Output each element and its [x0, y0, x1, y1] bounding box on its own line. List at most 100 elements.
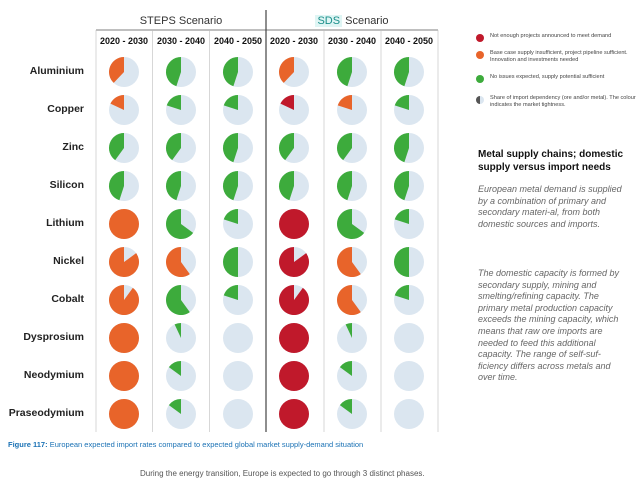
pie-slice: [279, 323, 309, 353]
pie-slice: [109, 361, 139, 391]
sidebar-title: Metal supply chains; domestic supply ver…: [478, 149, 624, 173]
legend-red-swatch: [476, 34, 484, 42]
sds-scenario-title: SDS Scenario: [315, 15, 389, 27]
pie-slice: [223, 209, 238, 224]
pie-mark: [394, 323, 424, 353]
pie-mark: [109, 57, 139, 87]
period-header: 2030 - 2040: [156, 36, 206, 46]
pie-background: [223, 361, 253, 391]
pie-slice: [339, 361, 352, 376]
metal-label: Neodymium: [23, 369, 84, 381]
pie-mark: [337, 323, 367, 353]
pie-mark: [279, 95, 309, 125]
pie-slice: [337, 209, 365, 239]
pie-slice: [174, 323, 181, 338]
legend-share: Share of import dependency (ore and/or m…: [476, 95, 640, 109]
pie-mark: [109, 209, 139, 239]
pie-mark: [279, 399, 309, 429]
pie-mark: [394, 95, 424, 125]
pie-background: [394, 399, 424, 429]
pie-mark: [108, 171, 139, 201]
pie-slice: [168, 399, 181, 414]
period-header: 2030 - 2040: [327, 36, 377, 46]
pie-slice: [165, 171, 181, 201]
pie-slice: [339, 399, 352, 414]
pie-slice: [165, 56, 181, 87]
pie-slice: [165, 132, 181, 161]
pie-mark: [394, 285, 424, 315]
pie-slice: [394, 95, 409, 110]
pie-slice: [278, 132, 294, 161]
pie-background: [223, 323, 253, 353]
period-header: 2020 - 2030: [269, 36, 319, 46]
pie-slice: [279, 57, 294, 83]
pie-mark: [223, 361, 253, 391]
pie-background: [223, 399, 253, 429]
pie-mark: [166, 285, 196, 315]
legend-green-swatch: [476, 75, 484, 83]
pie-slice: [394, 285, 409, 300]
pie-slice: [109, 285, 140, 316]
pie-slice: [279, 285, 310, 315]
pie-slice: [168, 361, 181, 376]
pie-slice: [223, 285, 238, 300]
pie-slice: [223, 95, 238, 110]
pie-mark: [109, 323, 139, 353]
sidebar-paragraph-1: European metal demand is supplied by a c…: [478, 184, 622, 229]
pie-mark: [278, 170, 309, 201]
pie-mark: [394, 399, 424, 429]
pie-mark: [394, 247, 424, 277]
pie-mark: [109, 361, 139, 391]
pie-mark: [223, 399, 253, 429]
pie-mark: [336, 133, 367, 163]
pie-mark: [165, 171, 196, 201]
pie-mark: [109, 247, 140, 278]
metal-label: Lithium: [46, 217, 84, 229]
pie-mark: [337, 209, 367, 239]
pie-slice: [280, 95, 294, 110]
pie-slice: [337, 285, 361, 316]
pie-slice: [222, 132, 238, 163]
pie-slice: [166, 209, 194, 240]
pie-mark: [337, 95, 367, 125]
metal-label: Nickel: [53, 255, 84, 267]
pie-mark: [108, 132, 139, 163]
pie-mark: [279, 323, 309, 353]
pie-mark: [393, 132, 424, 163]
pie-slice: [108, 171, 124, 201]
metal-label: Silicon: [49, 179, 84, 191]
pie-mark: [279, 209, 309, 239]
sidebar-paragraph-2: The domestic capacity is formed by secon…: [478, 268, 620, 383]
pie-slice: [336, 170, 352, 201]
pie-mark: [109, 399, 139, 429]
legend-orange-swatch: [476, 51, 484, 59]
pie-mark: [394, 361, 424, 391]
pie-mark: [393, 56, 424, 87]
pie-slice: [109, 57, 124, 83]
pie-mark: [278, 132, 309, 163]
pie-mark: [166, 323, 196, 353]
legend-share-text: Share of import dependency (ore and/or m…: [490, 95, 636, 108]
period-header: 2040 - 2050: [384, 36, 434, 46]
figure-number: Figure 117:: [8, 440, 48, 449]
pie-mark: [109, 95, 139, 125]
pie-slice: [393, 56, 409, 87]
pie-slice: [166, 247, 190, 277]
pie-slice: [345, 323, 352, 338]
pie-slice: [108, 132, 124, 161]
pie-mark: [279, 285, 310, 315]
pie-slice: [222, 171, 238, 201]
metal-label: Praseodymium: [8, 407, 84, 419]
pie-mark: [222, 171, 253, 201]
metal-label: Cobalt: [51, 293, 84, 305]
metal-label: Aluminium: [29, 65, 84, 77]
pie-slice: [394, 247, 409, 277]
pie-slice: [222, 56, 238, 87]
pie-slice: [223, 247, 238, 277]
pie-mark: [336, 56, 367, 87]
pie-slice: [393, 170, 409, 201]
pie-mark: [109, 285, 140, 316]
pie-mark: [165, 56, 196, 87]
metal-label: Copper: [47, 103, 84, 115]
